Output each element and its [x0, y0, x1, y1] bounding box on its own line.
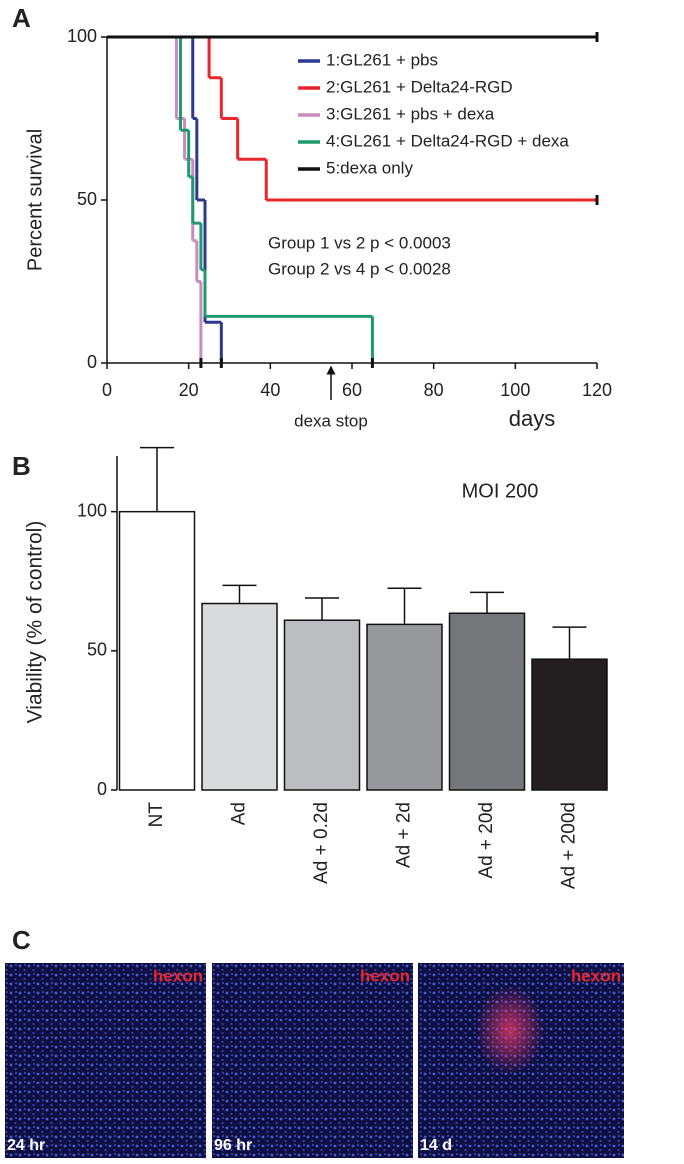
micrograph — [212, 963, 413, 1158]
x-tick-label: 40 — [260, 380, 280, 400]
y-tick-label: 0 — [87, 352, 97, 372]
legend-label: 4:GL261 + Delta24-RGD + dexa — [326, 131, 569, 150]
annotation: dexa stop — [294, 411, 368, 430]
y-tick-label: 0 — [97, 779, 107, 799]
bar — [531, 658, 608, 791]
x-tick-label: 20 — [179, 380, 199, 400]
x-tick-label: 120 — [582, 380, 612, 400]
y-tick-label: 100 — [77, 500, 107, 520]
time-label: 14 d — [420, 1137, 452, 1154]
x-tick-label: 100 — [500, 380, 530, 400]
x-tick-label: Ad + 2d — [394, 802, 415, 868]
y-tick-label: 50 — [77, 189, 97, 209]
bar — [201, 602, 278, 791]
time-label: 24 hr — [7, 1137, 45, 1154]
y-axis-label: Percent survival — [24, 129, 46, 271]
x-tick-label: 60 — [342, 380, 362, 400]
x-axis-label: days — [509, 406, 555, 431]
survival-curve — [107, 32, 599, 42]
x-tick-label: NT — [146, 802, 167, 828]
panel-label: C — [12, 925, 31, 955]
annotation: Group 2 vs 4 p < 0.0028 — [268, 259, 451, 278]
stain-region — [475, 985, 545, 1075]
bar — [448, 612, 526, 791]
x-tick-label: Ad — [229, 802, 250, 825]
stain-label: hexon — [571, 966, 621, 985]
stain-label: hexon — [360, 966, 410, 985]
y-tick-label: 100 — [67, 26, 97, 46]
bar — [118, 510, 196, 791]
x-tick-label: Ad + 0.2d — [311, 802, 332, 884]
y-axis-label: Viability (% of control) — [24, 521, 47, 724]
bar — [366, 623, 443, 791]
y-tick-label: 50 — [87, 640, 107, 660]
panel-label: A — [12, 3, 31, 33]
stain-label: hexon — [153, 966, 203, 985]
x-tick-label: 80 — [424, 380, 444, 400]
annotation: Group 1 vs 2 p < 0.0003 — [268, 233, 451, 252]
annotation: MOI 200 — [462, 480, 539, 502]
legend-label: 5:dexa only — [326, 158, 413, 177]
x-tick-label: Ad + 200d — [559, 802, 580, 889]
micrograph — [5, 963, 206, 1158]
panel-label: B — [12, 451, 31, 481]
survival-curve — [107, 35, 223, 368]
bar — [283, 619, 361, 791]
survival-curve — [107, 35, 203, 368]
legend-label: 3:GL261 + pbs + dexa — [326, 104, 495, 123]
x-tick-label: 0 — [102, 380, 112, 400]
x-tick-label: Ad + 20d — [476, 802, 497, 879]
time-label: 96 hr — [214, 1137, 252, 1154]
legend-label: 1:GL261 + pbs — [326, 50, 438, 69]
legend-label: 2:GL261 + Delta24-RGD — [326, 77, 513, 96]
